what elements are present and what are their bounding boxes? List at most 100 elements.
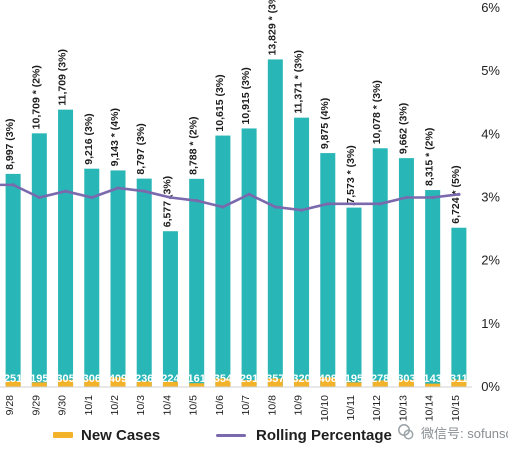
bar-value-label-10/13: 9,662 (3%) (397, 103, 409, 154)
y2-tick-label-4pct: 4% (481, 126, 500, 141)
bar-value-label-9/28: 8,997 (3%) (4, 119, 16, 170)
new-case-label-9/30: 305 (56, 373, 74, 385)
rolling-percentage-point-10/7 (247, 192, 251, 196)
rolling-percentage-point-10/8 (273, 205, 277, 209)
legend-swatch-new-cases (53, 432, 73, 438)
bar-total-10/4 (162, 231, 178, 387)
bar-total-10/11 (346, 207, 362, 387)
bar-total-10/12 (372, 148, 388, 387)
bar-new-cases-10/5 (189, 383, 205, 387)
rolling-percentage-point-9/30 (63, 189, 68, 193)
bar-value-label-10/12: 10,078 * (3%) (371, 80, 383, 144)
bar-value-label-10/9: 11,371 * (3%) (293, 50, 305, 114)
legend-line-rolling-percentage (216, 433, 246, 437)
x-tick-label-10/9: 10/9 (293, 395, 305, 416)
rolling-percentage-point-10/14 (431, 195, 435, 200)
rolling-percentage-point-10/15 (457, 192, 461, 196)
y2-tick-label-5pct: 5% (481, 63, 500, 78)
new-case-label-10/9: 320 (292, 373, 310, 385)
new-case-label-10/10: 408 (319, 373, 337, 385)
rolling-percentage-point-10/10 (326, 202, 330, 206)
x-tick-label-9/30: 9/30 (57, 395, 69, 416)
bar-value-label-9/30: 11,709 (3%) (57, 49, 69, 106)
x-tick-label-9/28: 9/28 (4, 395, 16, 416)
x-tick-label-10/14: 10/14 (424, 395, 436, 421)
x-tick-label-10/12: 10/12 (371, 395, 383, 421)
y2-tick-label-2pct: 2% (481, 253, 500, 268)
bar-new-cases-10/13 (398, 379, 414, 387)
rolling-percentage-point-10/12 (378, 202, 382, 206)
bar-total-9/29 (31, 133, 47, 387)
rolling-percentage-point-9/28 (11, 183, 15, 187)
rolling-percentage-point-10/4 (168, 195, 173, 200)
legend-item-rolling-percentage: Rolling Percentage (216, 424, 392, 446)
new-case-label-9/29: 195 (30, 373, 48, 385)
bar-value-label-10/8: 13,829 * (3%) (266, 0, 278, 55)
bar-total-10/6 (215, 135, 231, 387)
bar-value-label-10/4: 6,577 (3%) (161, 176, 173, 227)
rolling-percentage-point-10/11 (352, 202, 356, 206)
bar-new-cases-10/8 (267, 378, 283, 387)
legend-item-new-cases: New Cases (53, 424, 160, 446)
new-case-label-10/6: 354 (214, 373, 233, 385)
bar-total-10/8 (267, 59, 283, 388)
rolling-percentage-point-10/6 (221, 205, 225, 209)
x-tick-label-10/8: 10/8 (266, 395, 278, 416)
new-case-label-10/3: 236 (135, 373, 153, 385)
bar-value-label-10/2: 9,143 * (4%) (109, 108, 121, 166)
rolling-percentage-point-9/29 (37, 195, 41, 200)
y2-tick-labels: 0% 1% 2% 3% 4% 5% 6% (481, 0, 500, 394)
bar-value-label-10/1: 9,216 (3%) (83, 113, 95, 164)
y2-tick-label-3pct: 3% (481, 190, 500, 205)
bar-total-10/14 (425, 190, 441, 387)
bar-new-cases-10/14 (425, 383, 441, 387)
bar-total-9/30 (58, 109, 74, 387)
bar-value-label-10/14: 8,315 * (2%) (424, 128, 436, 186)
bar-value-label-10/5: 8,788 * (2%) (188, 116, 200, 174)
new-case-label-9/28: 251 (4, 373, 22, 385)
rolling-percentage-point-10/13 (404, 195, 409, 200)
bar-total-10/9 (294, 117, 310, 388)
rolling-percentage-point-10/5 (195, 199, 199, 203)
x-tick-label-10/13: 10/13 (397, 395, 409, 421)
legend-label-new-cases: New Cases (81, 426, 161, 444)
x-tick-label-10/7: 10/7 (240, 395, 252, 416)
new-case-label-10/11: 195 (345, 373, 363, 385)
x-tick-label-10/15: 10/15 (450, 395, 462, 421)
rolling-percentage-point-10/1 (90, 195, 94, 200)
new-case-label-10/2: 409 (109, 373, 127, 385)
x-tick-label-10/10: 10/10 (319, 395, 331, 421)
new-case-label-10/4: 224 (161, 373, 180, 385)
bar-new-cases-9/29 (31, 382, 47, 387)
new-case-labels: 251 195 305 306 409 236 224 161 354 291 357 320 408 1… (4, 373, 468, 385)
watermark-text: 微信号: sofunsd8 (421, 425, 508, 441)
bar-total-9/28 (5, 173, 21, 387)
x-tick-labels: 9/28 9/29 9/30 10/1 10/2 10/3 10/4 10/5 10/6 10/7… (4, 395, 462, 421)
new-case-label-10/1: 306 (83, 373, 101, 385)
bar-new-cases-10/10 (320, 377, 336, 387)
new-case-label-10/5: 161 (187, 373, 205, 385)
x-tick-label-10/1: 10/1 (83, 395, 95, 416)
bar-value-label-10/7: 10,915 (3%) (240, 67, 252, 124)
bar-new-cases-10/2 (110, 377, 126, 387)
rolling-percentage-point-10/3 (142, 189, 146, 193)
rolling-percentage-point-10/2 (116, 186, 120, 190)
bar-new-cases-10/3 (136, 381, 152, 387)
new-case-label-10/14: 143 (423, 373, 441, 385)
x-tick-label-10/2: 10/2 (109, 395, 121, 416)
x-tick-label-10/3: 10/3 (135, 395, 147, 416)
new-case-label-10/8: 357 (266, 373, 284, 385)
new-case-label-10/12: 278 (371, 373, 389, 385)
wechat-icon (397, 423, 415, 441)
new-case-label-10/13: 303 (397, 373, 415, 385)
legend-label-rolling-percentage: Rolling Percentage (256, 426, 392, 444)
x-tick-label-10/4: 10/4 (161, 395, 173, 416)
bar-new-cases-10/7 (241, 380, 257, 387)
bar-value-label-10/10: 9,875 (4%) (319, 98, 331, 149)
bar-value-label-10/3: 8,797 (3%) (135, 123, 147, 174)
bar-new-cases-10/1 (84, 379, 100, 387)
new-case-label-10/15: 311 (450, 373, 468, 385)
x-tick-label-9/29: 9/29 (30, 395, 42, 416)
rolling-percentage-line-group (0, 183, 461, 212)
